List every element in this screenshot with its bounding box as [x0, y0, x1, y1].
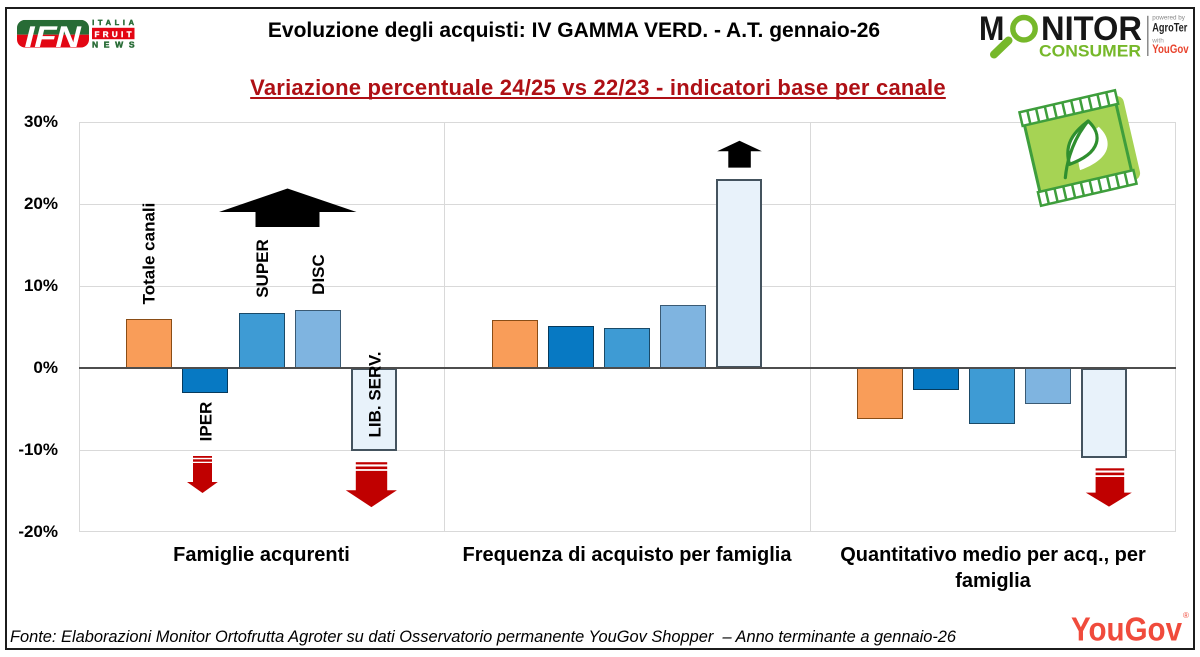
svg-text:FRUIT: FRUIT: [95, 30, 132, 39]
svg-text:M: M: [979, 10, 1004, 48]
svg-text:®: ®: [1183, 611, 1189, 620]
svg-text:IFN: IFN: [21, 20, 85, 53]
svg-text:ITALIA: ITALIA: [92, 18, 135, 27]
svg-text:YouGov: YouGov: [1071, 611, 1183, 648]
svg-text:powered by: powered by: [1152, 15, 1185, 22]
svg-text:NEWS: NEWS: [92, 40, 135, 50]
svg-text:NITOR: NITOR: [1041, 10, 1142, 48]
svg-text:YouGov: YouGov: [1152, 42, 1189, 56]
svg-text:AgroTer: AgroTer: [1152, 23, 1187, 35]
svg-text:CONSUMER: CONSUMER: [1039, 41, 1141, 60]
svg-text:with: with: [1151, 38, 1164, 45]
